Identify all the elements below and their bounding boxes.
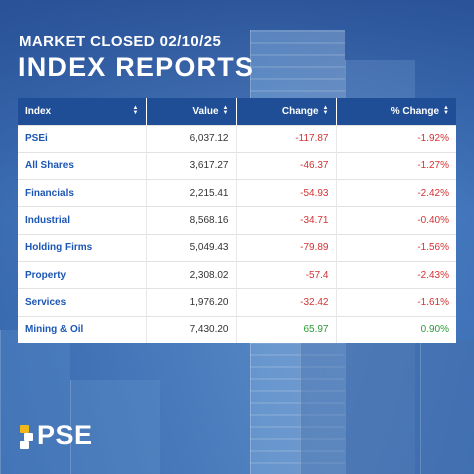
table-row: Services 1,976.20 -32.42 -1.61% <box>18 288 456 317</box>
index-change: -32.42 <box>236 288 337 317</box>
table-header-row: Index ▲ ▼ Value ▲ ▼ Change ▲ ▼ <box>18 98 456 125</box>
table-row: Mining & Oil 7,430.20 65.97 0.90% <box>18 315 456 344</box>
index-value: 5,049.43 <box>146 233 237 262</box>
table-row: All Shares 3,617.27 -46.37 -1.27% <box>18 151 456 180</box>
index-name-link[interactable]: Property <box>18 260 147 289</box>
index-pct-change: -1.56% <box>336 233 456 262</box>
column-label: Change <box>281 105 319 117</box>
index-change: -57.4 <box>236 260 337 289</box>
column-header-index[interactable]: Index ▲ ▼ <box>18 98 147 125</box>
pse-logo: PSE <box>20 420 93 451</box>
index-pct-change: 0.90% <box>336 315 456 344</box>
sort-updown-icon[interactable]: ▲ ▼ <box>222 105 229 117</box>
index-value: 1,976.20 <box>146 288 237 317</box>
table-row: Industrial 8,568.16 -34.71 -0.40% <box>18 206 456 235</box>
index-change: -79.89 <box>236 233 337 262</box>
index-value: 7,430.20 <box>146 315 237 344</box>
index-pct-change: -0.40% <box>336 206 456 235</box>
index-name-link[interactable]: Industrial <box>18 206 147 235</box>
index-change: -117.87 <box>236 124 337 153</box>
table-row: PSEi 6,037.12 -117.87 -1.92% <box>18 124 456 153</box>
column-header-value[interactable]: Value ▲ ▼ <box>146 98 237 125</box>
index-name-link[interactable]: Holding Firms <box>18 233 147 262</box>
building-graphic <box>420 340 474 474</box>
index-change: 65.97 <box>236 315 337 344</box>
index-name-link[interactable]: PSEi <box>18 124 147 153</box>
column-label: Value <box>192 105 219 117</box>
index-change: -54.93 <box>236 179 337 207</box>
page-title: INDEX REPORTS <box>18 52 255 82</box>
table-row: Holding Firms 5,049.43 -79.89 -1.56% <box>18 233 456 262</box>
index-value: 2,308.02 <box>146 260 237 289</box>
building-graphic <box>0 330 70 474</box>
sort-updown-icon[interactable]: ▲ ▼ <box>132 105 139 117</box>
index-name-link[interactable]: Mining & Oil <box>18 315 147 344</box>
market-status: MARKET CLOSED 02/10/25 <box>19 33 222 50</box>
index-pct-change: -1.92% <box>336 124 456 153</box>
index-pct-change: -1.61% <box>336 288 456 317</box>
index-name-link[interactable]: All Shares <box>18 151 147 180</box>
sort-updown-icon[interactable]: ▲ ▼ <box>443 105 449 117</box>
index-value: 8,568.16 <box>146 206 237 235</box>
table-row: Property 2,308.02 -57.4 -2.43% <box>18 260 456 289</box>
column-label: Index <box>25 105 52 117</box>
index-pct-change: -2.43% <box>336 260 456 289</box>
column-header-pct-change[interactable]: % Change ▲ ▼ <box>336 98 456 125</box>
index-change: -46.37 <box>236 151 337 180</box>
sort-updown-icon[interactable]: ▲ ▼ <box>322 105 329 117</box>
index-name-link[interactable]: Financials <box>18 179 147 207</box>
table-row: Financials 2,215.41 -54.93 -2.42% <box>18 179 456 207</box>
index-name-link[interactable]: Services <box>18 288 147 317</box>
index-pct-change: -1.27% <box>336 151 456 180</box>
column-label: % Change <box>390 105 440 117</box>
index-change: -34.71 <box>236 206 337 235</box>
index-value: 6,037.12 <box>146 124 237 153</box>
index-value: 3,617.27 <box>146 151 237 180</box>
building-graphic <box>70 380 160 474</box>
index-table: Index ▲ ▼ Value ▲ ▼ Change ▲ ▼ <box>18 98 456 344</box>
pse-logo-text: PSE <box>37 420 93 450</box>
column-header-change[interactable]: Change ▲ ▼ <box>236 98 337 125</box>
pse-logo-mark-icon <box>20 423 34 449</box>
index-value: 2,215.41 <box>146 179 237 207</box>
index-pct-change: -2.42% <box>336 179 456 207</box>
